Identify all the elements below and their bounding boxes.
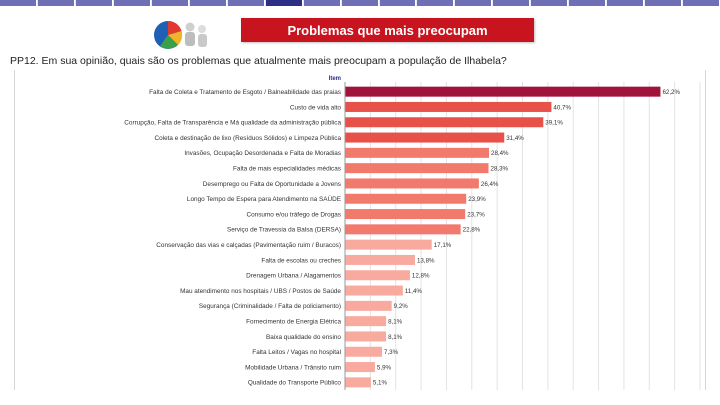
data-label: 13,8% xyxy=(417,257,435,264)
category-label: Consumo e/ou tráfego de Drogas xyxy=(247,211,342,218)
data-label: 9,2% xyxy=(394,303,409,310)
nav-tab-9[interactable] xyxy=(303,0,341,6)
bar xyxy=(345,331,387,342)
nav-tab-15[interactable] xyxy=(531,0,569,6)
data-label: 22,8% xyxy=(463,227,481,234)
bar xyxy=(345,377,371,388)
bar xyxy=(345,147,490,158)
data-label: 40,7% xyxy=(553,104,571,111)
data-label: 23,9% xyxy=(468,196,486,203)
data-label: 8,1% xyxy=(388,318,403,325)
nav-tab-6[interactable] xyxy=(189,0,227,6)
category-label: Invasões, Ocupação Desordenada e Falta d… xyxy=(184,150,341,157)
category-label: Serviço de Travessia da Balsa (DERSA) xyxy=(227,227,341,234)
data-label: 62,2% xyxy=(662,89,680,96)
question-body: Em sua opinião, quais são os problemas q… xyxy=(41,55,507,67)
pie-chart-people-icon xyxy=(154,20,207,49)
bar xyxy=(345,101,552,112)
nav-tab-2[interactable] xyxy=(37,0,75,6)
right-divider xyxy=(705,70,706,390)
category-label: Longo Tempo de Espera para Atendimento n… xyxy=(187,194,341,203)
category-label: Fornecimento de Energia Elétrica xyxy=(246,318,341,325)
page-title: Problemas que mais preocupam xyxy=(241,18,534,42)
bar xyxy=(345,270,410,281)
category-label: Desemprego ou Falta de Oportunidade a Jo… xyxy=(203,181,341,188)
category-label: Coleta e destinação de lixo (Resíduos Só… xyxy=(155,135,342,142)
bar xyxy=(345,163,489,174)
nav-tab-17[interactable] xyxy=(607,0,645,6)
category-label: Conservação das vias e calçadas (Pavimen… xyxy=(156,242,341,249)
bar xyxy=(345,178,479,189)
category-label: Corrupção, Falta de Transparência e Má q… xyxy=(124,120,341,127)
question-text: PP12. Em sua opinião, quais são os probl… xyxy=(10,55,710,67)
data-label: 39,1% xyxy=(545,120,563,127)
category-label: Qualidade do Transporte Público xyxy=(248,380,342,387)
bar xyxy=(345,117,544,128)
bar xyxy=(345,224,461,235)
category-label: Falta de mais especialidades médicas xyxy=(233,165,341,172)
nav-tab-13[interactable] xyxy=(455,0,493,6)
bar xyxy=(345,86,661,97)
category-label: Segurança (Criminalidade / Falta de poli… xyxy=(199,303,341,310)
left-divider xyxy=(14,70,15,390)
bar xyxy=(345,193,467,204)
category-label: Baixa qualidade do ensino xyxy=(266,334,341,341)
data-label: 26,4% xyxy=(481,181,499,188)
category-label: Falta Leitos / Vagas no hospital xyxy=(252,349,341,356)
nav-tab-18[interactable] xyxy=(645,0,683,6)
category-label: Drenagem Urbana / Alagamentos xyxy=(246,273,341,280)
nav-tab-11[interactable] xyxy=(379,0,417,6)
data-label: 28,4% xyxy=(491,150,509,157)
nav-tab-1[interactable] xyxy=(0,0,37,6)
nav-tab-5[interactable] xyxy=(151,0,189,6)
bar xyxy=(345,316,387,327)
data-label: 28,3% xyxy=(491,165,509,172)
category-label: Mau atendimento nos hospitais / UBS / Po… xyxy=(180,288,341,295)
bar xyxy=(345,346,383,357)
nav-tab-7[interactable] xyxy=(227,0,265,6)
data-label: 11,4% xyxy=(405,288,423,295)
question-code: PP12. xyxy=(10,55,39,67)
nav-tab-16[interactable] xyxy=(569,0,607,6)
data-label: 5,1% xyxy=(373,380,388,387)
nav-tab-8[interactable] xyxy=(265,0,303,6)
bar xyxy=(345,254,415,265)
top-navigation-bar xyxy=(0,0,720,6)
data-label: 17,1% xyxy=(434,242,452,249)
bar xyxy=(345,300,392,311)
category-label: Falta de Coleta e Tratamento de Esgoto /… xyxy=(149,89,341,96)
bar xyxy=(345,362,375,373)
data-label: 7,3% xyxy=(384,349,399,356)
data-label: 12,8% xyxy=(412,273,430,280)
data-label: 31,4% xyxy=(506,135,524,142)
category-label: Falta de escolas ou creches xyxy=(261,257,341,264)
bar xyxy=(345,285,403,296)
nav-tab-10[interactable] xyxy=(341,0,379,6)
nav-tab-3[interactable] xyxy=(75,0,113,6)
nav-tab-14[interactable] xyxy=(493,0,531,6)
data-label: 23,7% xyxy=(467,211,485,218)
bar xyxy=(345,209,466,220)
data-label: 8,1% xyxy=(388,334,403,341)
category-label: Custo de vida alto xyxy=(290,104,342,111)
column-header: Item xyxy=(329,76,341,82)
category-label: Mobilidade Urbana / Trânsito ruim xyxy=(245,364,341,371)
data-label: 5,9% xyxy=(377,364,392,371)
nav-tab-4[interactable] xyxy=(113,0,151,6)
bar xyxy=(345,132,505,143)
nav-tab-12[interactable] xyxy=(417,0,455,6)
bar xyxy=(345,239,432,250)
